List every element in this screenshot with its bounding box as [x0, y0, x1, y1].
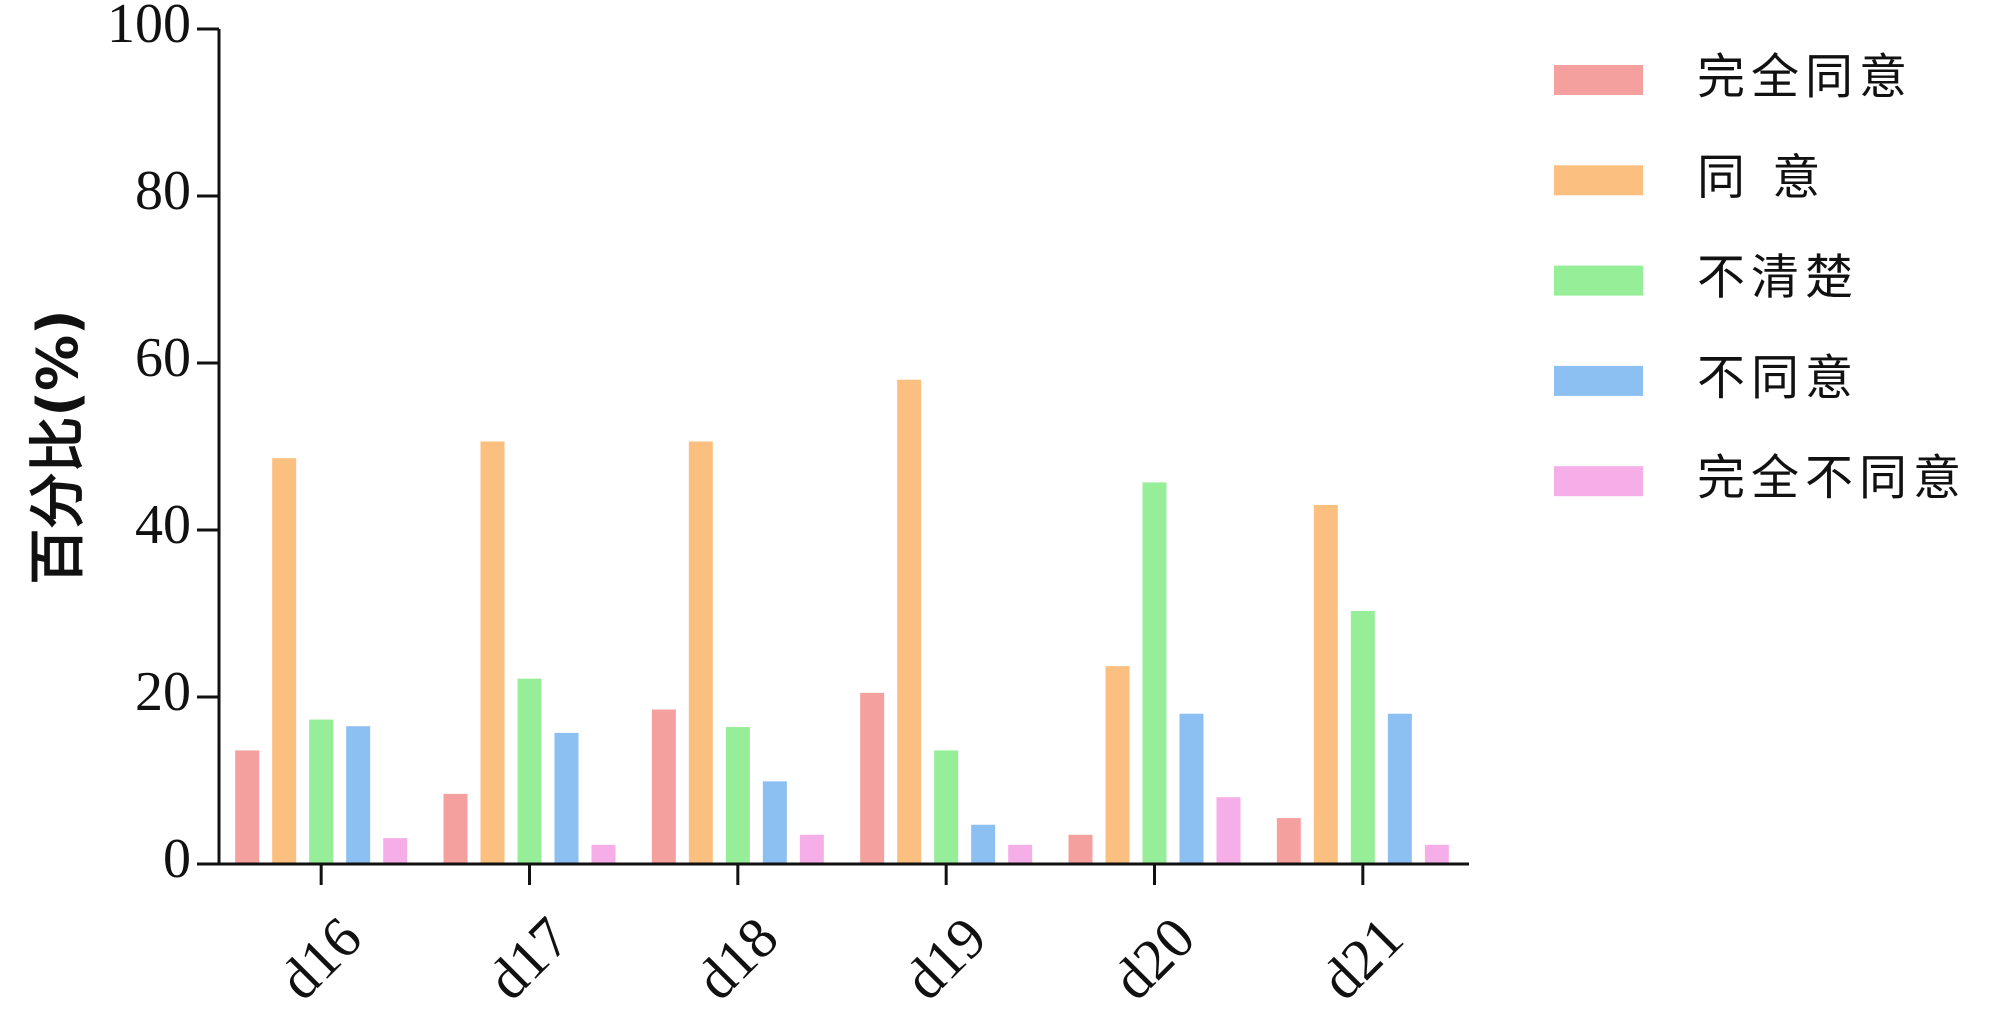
legend-swatch [1554, 466, 1643, 497]
x-tick-label: d17 [475, 905, 582, 1012]
bar [799, 834, 824, 864]
legend-swatch [1554, 365, 1643, 396]
bar [1313, 504, 1338, 864]
bar [934, 750, 959, 864]
legend-swatch [1554, 165, 1643, 196]
bar [383, 838, 408, 864]
x-tick-label: d16 [266, 905, 373, 1012]
legend-swatch [1554, 65, 1643, 95]
y-tick-label: 40 [135, 494, 191, 556]
bar [517, 678, 542, 864]
bar [235, 750, 260, 864]
bar [762, 781, 787, 864]
x-tick-label: d21 [1308, 905, 1415, 1012]
x-tick-label: d18 [683, 905, 790, 1012]
bar [554, 732, 579, 864]
bar [860, 692, 885, 864]
bar [897, 379, 922, 864]
y-tick-label: 100 [107, 0, 191, 55]
bar [1387, 713, 1412, 864]
bar [480, 441, 505, 864]
y-tick-label: 60 [135, 327, 191, 389]
bar [346, 726, 371, 864]
bar [309, 719, 334, 864]
legend-label: 同 意 [1697, 149, 1826, 205]
bar [591, 844, 616, 864]
legend-label: 不同意 [1697, 350, 1859, 406]
bar [1179, 713, 1204, 864]
legend-label: 完全同意 [1697, 49, 1913, 105]
x-tick-label: d19 [891, 905, 998, 1012]
legend-swatch [1554, 265, 1643, 296]
bar [1350, 610, 1375, 864]
bar [971, 824, 996, 864]
bar [1424, 844, 1449, 864]
y-axis-label: 百分比(%) [26, 309, 91, 584]
legend-label: 完全不同意 [1697, 450, 1967, 506]
bar [688, 441, 713, 864]
legend-label: 不清楚 [1697, 250, 1859, 306]
bar [725, 727, 750, 864]
y-tick-label: 20 [135, 661, 191, 723]
bar [651, 709, 676, 864]
bar [1008, 844, 1033, 864]
bar [272, 458, 297, 864]
bar [1142, 482, 1167, 864]
bar [1105, 666, 1130, 864]
bar [443, 793, 468, 864]
bar [1068, 834, 1093, 864]
y-tick-label: 0 [163, 828, 191, 890]
bar [1216, 797, 1241, 864]
bar [1276, 818, 1301, 864]
y-tick-label: 80 [135, 160, 191, 222]
x-tick-label: d20 [1100, 905, 1207, 1012]
